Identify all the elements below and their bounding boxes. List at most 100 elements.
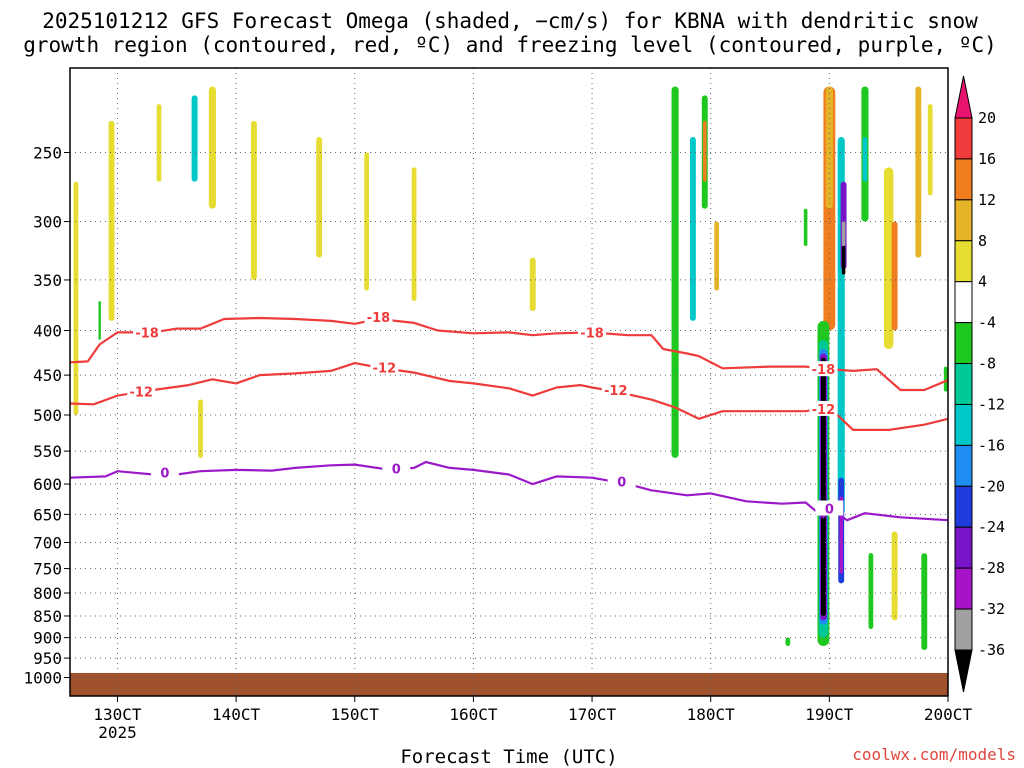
contour-label: -18: [812, 363, 836, 378]
y-tick-label: 700: [33, 533, 62, 552]
contour-label-bg: [370, 359, 399, 375]
y-tick-label: 600: [33, 475, 62, 494]
y-tick-label: 500: [33, 406, 62, 425]
omega-blob: [208, 86, 216, 209]
colorbar-swatch: [954, 240, 973, 283]
contour-line: [69, 362, 949, 431]
contour-label-bg: [815, 500, 844, 516]
omega-blob: [841, 245, 846, 275]
omega-blob: [883, 167, 894, 349]
omega-blob: [702, 120, 707, 182]
colorbar-label: 8: [978, 232, 987, 250]
colorbar-swatch: [954, 608, 973, 651]
omega-blob: [868, 553, 874, 630]
colorbar-swatch: [954, 322, 973, 365]
y-tick-label: 550: [33, 442, 62, 461]
omega-blob: [671, 86, 679, 458]
colorbar-label: -20: [978, 477, 1005, 495]
y-tick-label: 800: [33, 584, 62, 603]
y-tick-label: 900: [33, 629, 62, 648]
contour-label-bg: [809, 400, 838, 416]
colorbar-label: -12: [978, 395, 1005, 413]
contour-lines: -18 -18 -18 -18 -12 -12 -12 -12 0 0 0 0: [69, 309, 949, 522]
x-tick-label: 150CT: [331, 705, 380, 724]
omega-blob: [915, 86, 922, 258]
y-tick-label: 650: [33, 505, 62, 524]
contour-label: -18: [367, 311, 391, 326]
omega-blob: [108, 120, 115, 321]
colorbar-label: -8: [978, 355, 996, 373]
y-tick-label: 1000: [23, 669, 62, 688]
contour-label: 0: [392, 463, 401, 478]
contour-label-bg: [364, 309, 393, 325]
colorbar-swatch: [954, 403, 973, 446]
x-tick-label: 160CT: [449, 705, 498, 724]
chart-title-line-1: 2025101212 GFS Forecast Omega (shaded, −…: [42, 9, 978, 33]
omega-blob: [821, 357, 826, 616]
omega-blob: [943, 366, 948, 392]
x-tick-sublabel: 2025: [98, 723, 137, 742]
contour-label-bg: [601, 381, 630, 397]
y-tick-label: 400: [33, 322, 62, 341]
chart-title-line-2: growth region (contoured, red, ºC) and f…: [23, 33, 997, 57]
colorbar-swatch: [954, 281, 973, 324]
colorbar-label: 20: [978, 109, 996, 127]
omega-blob: [891, 531, 898, 621]
colorbar-swatch: [954, 363, 973, 405]
contour-label-bg: [578, 324, 607, 340]
contour-label-bg: [809, 361, 838, 377]
y-tick-label: 950: [33, 649, 62, 668]
colorbar: 20 16 12 8 4 -4 -8 -12 -16 -20 -24 -28 -32 -36: [954, 75, 1005, 693]
omega-blob: [411, 167, 417, 301]
contour-label-bg: [382, 460, 411, 476]
contour-label: -18: [580, 326, 604, 341]
x-tick-label: 180CT: [687, 705, 736, 724]
y-tick-label: 450: [33, 366, 62, 385]
y-tick-label: 850: [33, 607, 62, 626]
omega-blob: [891, 221, 898, 331]
y-tick-label: 300: [33, 213, 62, 232]
colorbar-swatch: [954, 485, 973, 528]
x-tick-label: 200CT: [924, 705, 973, 724]
contour-label-bg: [607, 473, 636, 489]
contour-label: -12: [604, 384, 628, 399]
surface-band: [70, 672, 948, 696]
colorbar-label: -24: [978, 518, 1005, 536]
plot-background: [70, 68, 948, 696]
omega-blob: [73, 181, 79, 416]
colorbar-label: -28: [978, 559, 1005, 577]
contour-label-bg: [127, 383, 156, 399]
omega-blob: [862, 137, 868, 182]
y-tick-label: 250: [33, 144, 62, 163]
colorbar-label: -4: [978, 314, 996, 332]
colorbar-label: 12: [978, 191, 996, 209]
y-tick-label: 750: [33, 560, 62, 579]
omega-blob: [364, 152, 369, 291]
colorbar-swatch: [954, 444, 973, 487]
omega-blob: [316, 137, 323, 258]
omega-blob: [98, 300, 101, 340]
contour-label: 0: [825, 503, 834, 518]
x-tick-label: 190CT: [805, 705, 854, 724]
omega-blob: [785, 637, 791, 646]
omega-blob: [714, 221, 720, 291]
omega-blob: [191, 95, 198, 182]
x-tick-label: 170CT: [568, 705, 617, 724]
omega-blob: [927, 104, 933, 196]
x-tick-label: 140CT: [212, 705, 261, 724]
x-axis-title: Forecast Time (UTC): [400, 746, 617, 768]
contour-label-bg: [133, 324, 162, 340]
surface-band-layer: [70, 672, 948, 696]
colorbar-swatch: [954, 117, 973, 160]
plot-frame: [69, 67, 949, 697]
omega-blob: [689, 137, 696, 321]
colorbar-swatch: [954, 158, 973, 201]
x-tick-label: 130CT: [93, 705, 142, 724]
colorbar-label: 4: [978, 273, 987, 291]
omega-blob: [156, 104, 162, 182]
y-tick-label: 350: [33, 271, 62, 290]
omega-blob: [825, 86, 833, 209]
colorbar-label: -36: [978, 641, 1005, 659]
